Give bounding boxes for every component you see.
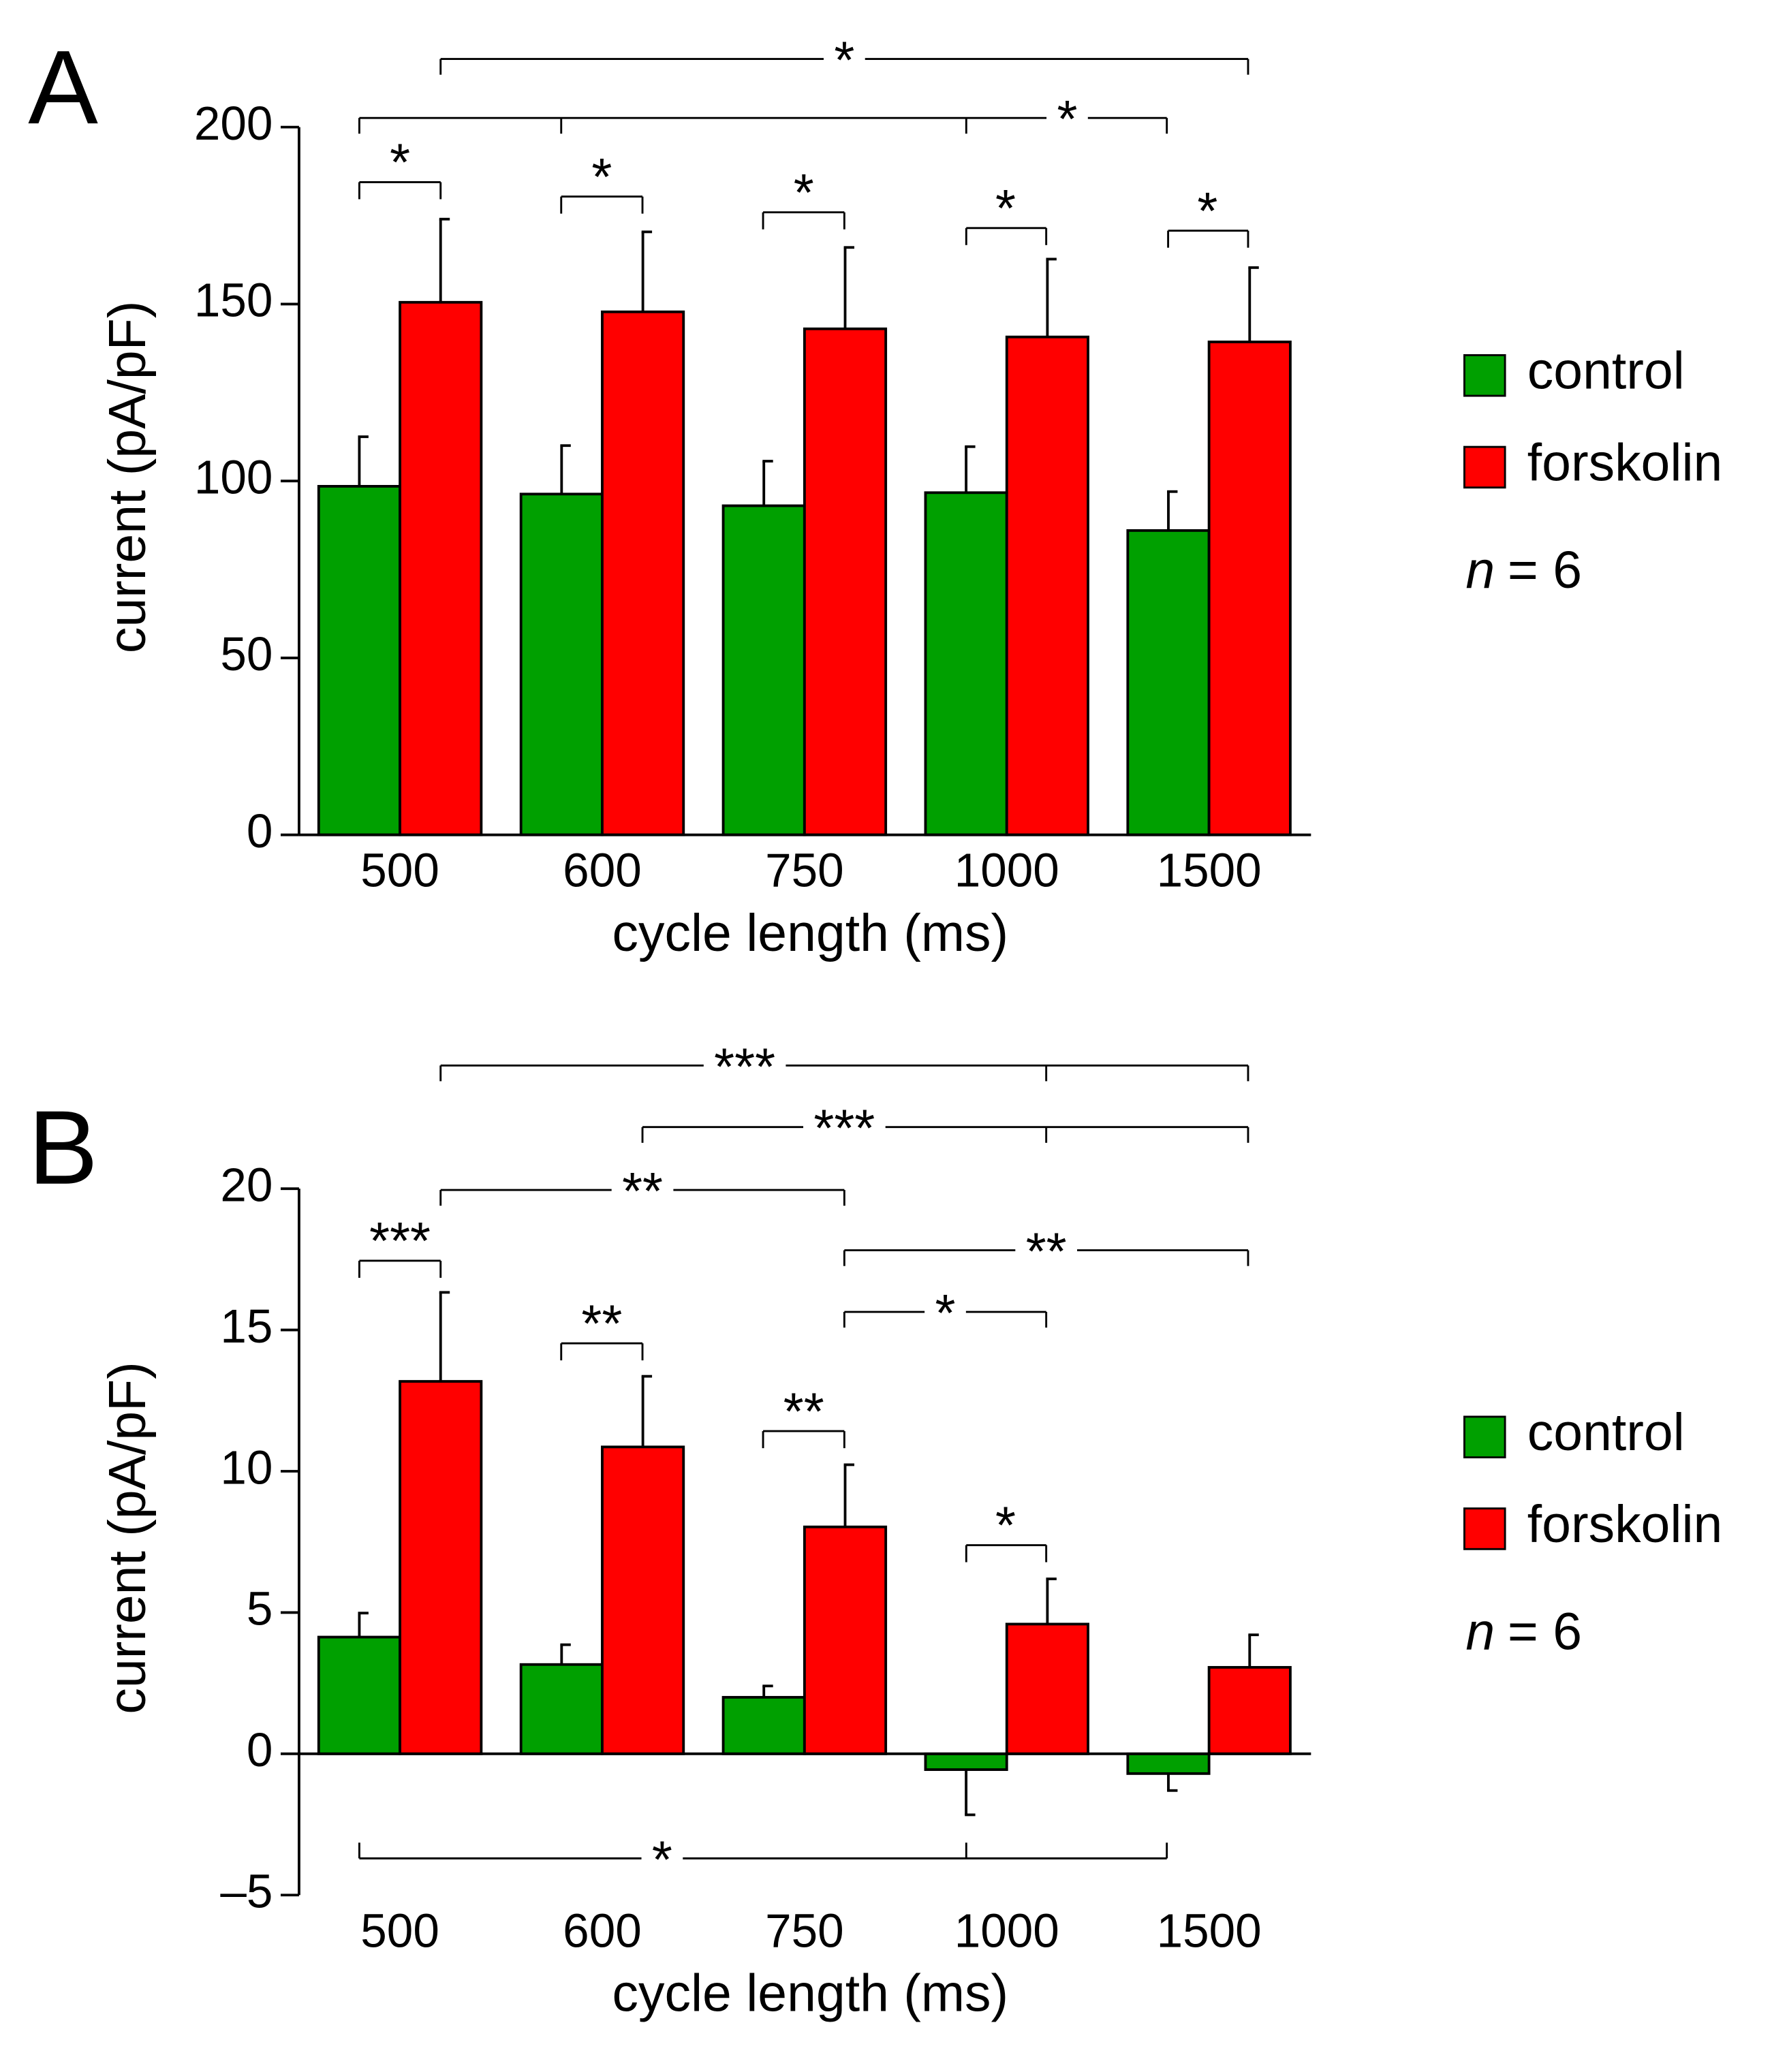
bar	[601, 1445, 685, 1755]
legend-swatch	[1463, 1415, 1506, 1459]
bar	[399, 300, 483, 836]
label-bg	[611, 1186, 674, 1194]
label-bg	[823, 54, 865, 63]
bar	[1207, 1665, 1292, 1755]
significance-label: **	[1026, 1223, 1067, 1281]
bar	[317, 1635, 402, 1755]
significance-label: *	[935, 1284, 956, 1343]
y-tick-label: 100	[194, 450, 273, 503]
x-tick-label: 750	[765, 1904, 844, 1957]
significance-label: *	[995, 179, 1016, 238]
significance-label: *	[995, 1496, 1016, 1555]
significance-label: *	[794, 163, 814, 222]
panel-label: A	[28, 29, 98, 146]
significance-label: *	[1057, 90, 1077, 148]
label-bg	[803, 1123, 886, 1131]
y-tick-label: –5	[220, 1865, 273, 1918]
y-tick-label: 20	[220, 1158, 273, 1211]
legend-swatch	[1463, 445, 1506, 489]
y-tick-label: 50	[220, 627, 273, 680]
label-bg	[924, 1308, 966, 1316]
significance-label: *	[591, 148, 612, 206]
bar	[924, 1752, 1008, 1771]
bar	[1005, 335, 1089, 836]
y-tick-label: 0	[247, 804, 273, 858]
panel-label: B	[28, 1089, 98, 1206]
x-axis-label: cycle length (ms)	[612, 1964, 1009, 2023]
note-var: n	[1465, 541, 1495, 599]
y-tick-label: 150	[194, 274, 273, 327]
x-tick-label: 600	[563, 844, 642, 897]
y-tick-label: 15	[220, 1300, 273, 1353]
legend-label: forskolin	[1527, 433, 1723, 492]
y-tick-label: 5	[247, 1582, 273, 1635]
significance-label: *	[652, 1830, 672, 1889]
significance-label: ***	[369, 1212, 431, 1270]
x-tick-label: 600	[563, 1904, 642, 1957]
significance-label: *	[390, 134, 410, 192]
x-tick-label: 1000	[954, 1904, 1059, 1957]
bar	[601, 310, 685, 836]
legend-label: forskolin	[1527, 1495, 1723, 1554]
legend-swatch	[1463, 1507, 1506, 1550]
bar	[1126, 529, 1211, 836]
bar	[399, 1380, 483, 1755]
x-tick-label: 1500	[1157, 1904, 1262, 1957]
significance-label: ***	[813, 1099, 875, 1158]
x-tick-label: 500	[360, 844, 439, 897]
bar	[1207, 341, 1292, 836]
legend-label: control	[1527, 1403, 1685, 1462]
significance-label: **	[783, 1382, 824, 1441]
x-tick-label: 1500	[1157, 844, 1262, 897]
note-rest: = 6	[1508, 1603, 1582, 1661]
bar	[721, 1695, 806, 1755]
y-axis-label: current (pA/pF)	[98, 301, 157, 653]
y-tick-label: 200	[194, 97, 273, 150]
x-tick-label: 500	[360, 1904, 439, 1957]
legend-swatch	[1463, 354, 1506, 397]
y-tick-label: 0	[247, 1723, 273, 1776]
x-axis-label: cycle length (ms)	[612, 904, 1009, 962]
significance-label: ***	[714, 1037, 775, 1096]
x-tick-label: 1000	[954, 844, 1059, 897]
significance-label: *	[834, 31, 854, 90]
significance-label: **	[622, 1162, 663, 1221]
note-var: n	[1465, 1603, 1495, 1661]
y-axis-label: current (pA/pF)	[98, 1362, 157, 1714]
bar	[803, 1525, 888, 1755]
bar	[519, 492, 604, 836]
bar	[924, 491, 1008, 836]
label-bg	[641, 1854, 683, 1863]
bar	[519, 1663, 604, 1755]
label-bg	[1046, 114, 1088, 122]
bar	[721, 504, 806, 836]
note-rest: = 6	[1508, 541, 1582, 599]
label-bg	[703, 1061, 786, 1070]
bar	[317, 485, 402, 836]
significance-label: **	[581, 1294, 622, 1353]
y-tick-label: 10	[220, 1441, 273, 1494]
x-tick-label: 750	[765, 844, 844, 897]
bar	[1005, 1622, 1089, 1755]
significance-label: *	[1197, 182, 1217, 240]
bar	[803, 327, 888, 836]
bar	[1126, 1752, 1211, 1775]
label-bg	[1015, 1246, 1078, 1255]
legend-label: control	[1527, 342, 1685, 401]
